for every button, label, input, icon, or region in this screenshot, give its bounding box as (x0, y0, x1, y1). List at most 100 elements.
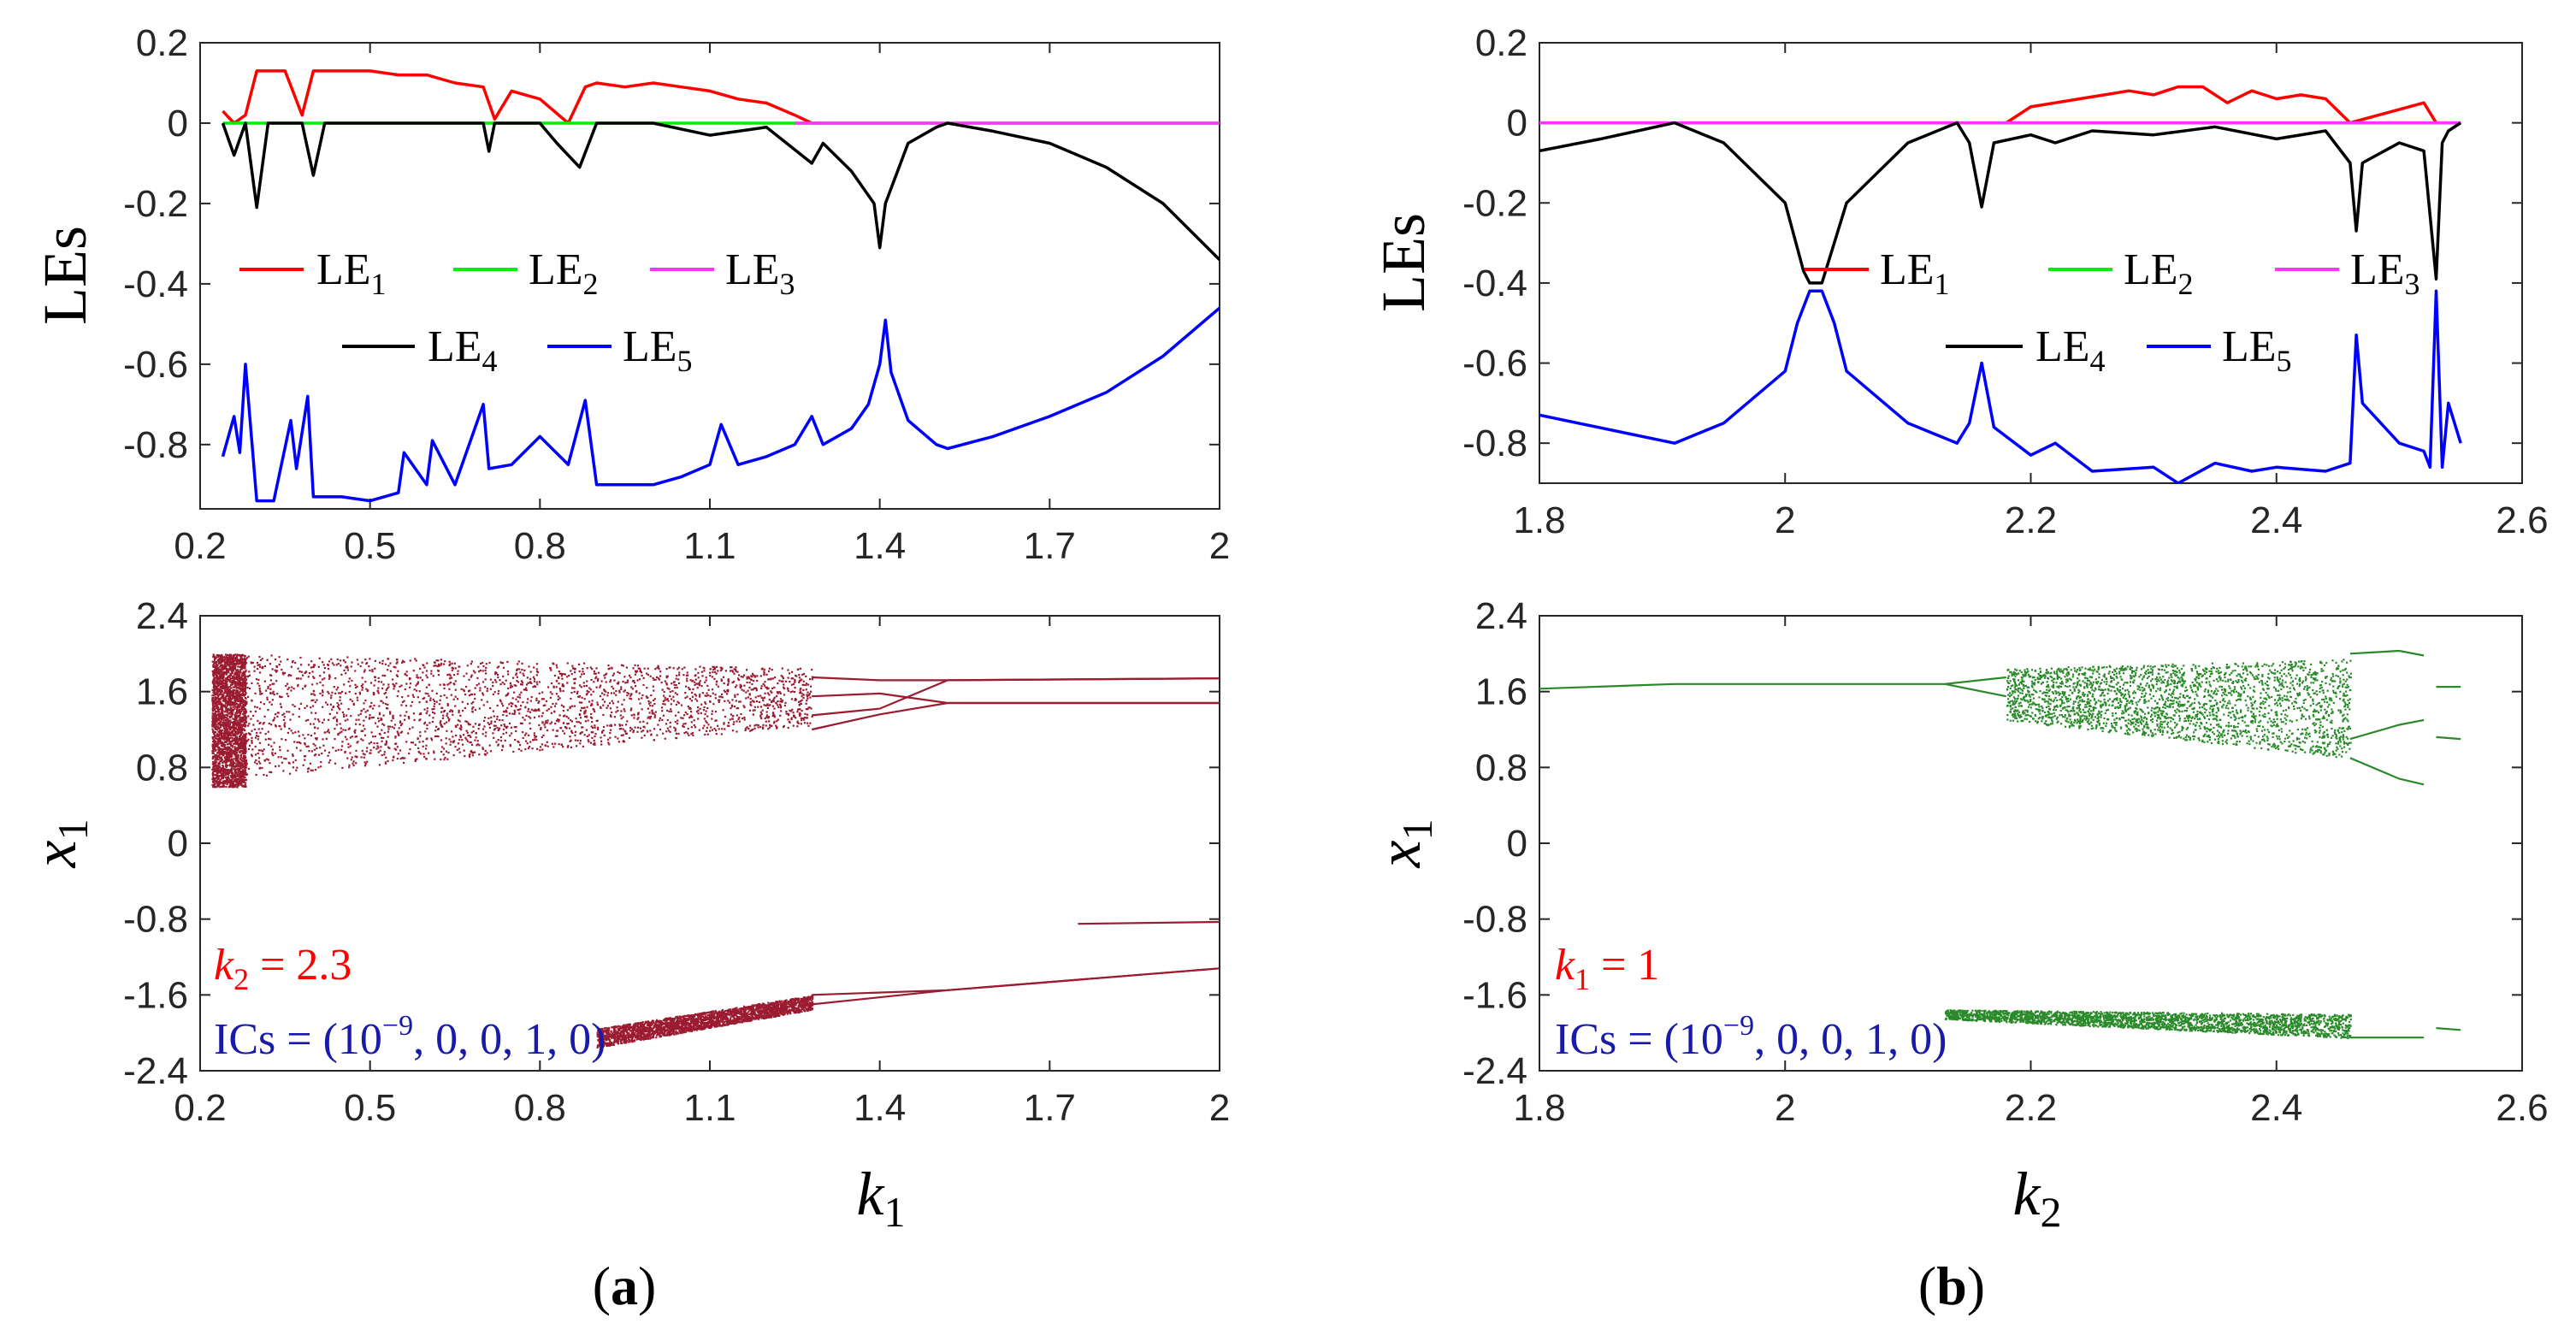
scatter-point (245, 759, 247, 762)
scatter-point (387, 759, 389, 763)
scatter-point (656, 666, 659, 669)
scatter-point (223, 767, 226, 771)
scatter-point (779, 692, 782, 694)
scatter-point (534, 685, 536, 688)
scatter-point (220, 689, 222, 692)
scatter-point (800, 700, 802, 702)
scatter-point (211, 680, 214, 682)
scatter-point (416, 758, 418, 760)
scatter-point (361, 749, 363, 753)
scatter-point (592, 707, 594, 711)
scatter-point (316, 747, 318, 750)
scatter-point (298, 707, 300, 710)
scatter-point (535, 699, 538, 701)
scatter-point (609, 729, 612, 731)
scatter-point (216, 767, 218, 770)
scatter-point (212, 777, 215, 779)
scatter-point (749, 698, 752, 700)
scatter-point (740, 712, 742, 716)
scatter-point (234, 757, 237, 759)
scatter-point (282, 770, 285, 772)
scatter-point (284, 671, 287, 675)
scatter-point (592, 726, 594, 730)
scatter-point (245, 692, 247, 694)
scatter-point (689, 679, 692, 682)
legend-label: LE2 (2124, 245, 2194, 301)
scatter-point (235, 700, 239, 702)
scatter-point (789, 709, 791, 712)
scatter-point (387, 686, 390, 688)
scatter-point (440, 662, 443, 665)
scatter-point (419, 731, 422, 734)
scatter-point (404, 673, 406, 676)
scatter-point (497, 673, 499, 676)
scatter-point (646, 696, 648, 699)
scatter-point (233, 734, 237, 736)
scatter-point (607, 668, 610, 670)
scatter-point (220, 726, 222, 729)
legend: LE1 LE2 LE3 LE4 LE5 (239, 245, 795, 378)
scatter-point (558, 672, 561, 675)
scatter-point (784, 701, 787, 704)
scatter-point (638, 698, 641, 700)
scatter-point (379, 749, 381, 752)
scatter-point (417, 676, 420, 679)
scatter-point (217, 765, 220, 767)
scatter-point (235, 779, 238, 782)
scatter-point (214, 769, 216, 771)
scatter-point (571, 665, 574, 667)
scatter-point (502, 713, 505, 717)
scatter-point (334, 728, 336, 730)
scatter-point (448, 718, 451, 721)
scatter-point (531, 747, 534, 750)
scatter-point (275, 665, 278, 668)
scatter-point (211, 694, 214, 697)
scatter-point (650, 715, 653, 718)
scatter-point (239, 735, 242, 737)
scatter-point (225, 763, 227, 765)
scatter-point (555, 664, 558, 666)
scatter-point (764, 717, 766, 720)
scatter-point (242, 672, 245, 675)
scatter-point (411, 726, 414, 729)
scatter-point (342, 713, 346, 716)
scatter-point (568, 727, 571, 730)
scatter-point (240, 657, 243, 659)
scatter-point (313, 676, 316, 679)
scatter-point (222, 744, 225, 747)
scatter-point (240, 767, 243, 770)
scatter-point (514, 739, 517, 741)
scatter-point (659, 728, 662, 731)
scatter-point (482, 747, 484, 750)
scatter-point (438, 703, 440, 706)
scatter-point (657, 724, 659, 726)
scatter-point (211, 768, 214, 771)
scatter-point (267, 730, 269, 733)
scatter-point (215, 714, 217, 717)
scatter-point (741, 717, 744, 720)
scatter-point (700, 703, 703, 706)
scatter-point (484, 686, 487, 688)
scatter-point (221, 782, 223, 784)
scatter-point (463, 749, 465, 752)
scatter-point (223, 659, 226, 662)
scatter-point (215, 702, 217, 705)
scatter-point (703, 724, 706, 727)
scatter-point (610, 714, 612, 717)
scatter-point (231, 759, 233, 761)
scatter-point (591, 721, 594, 724)
scatter-point (789, 691, 792, 694)
scatter-point (238, 780, 240, 783)
scatter-point (373, 684, 375, 687)
scatter-point (753, 675, 756, 677)
scatter-point (222, 753, 225, 755)
scatter-point (220, 750, 222, 753)
scatter-point (232, 775, 234, 777)
scatter-point (660, 681, 663, 684)
scatter-point (563, 732, 566, 735)
scatter-point (344, 719, 346, 722)
scatter-point (768, 694, 771, 696)
scatter-point (522, 701, 524, 704)
scatter-point (233, 738, 236, 741)
scatter-point (213, 685, 216, 688)
